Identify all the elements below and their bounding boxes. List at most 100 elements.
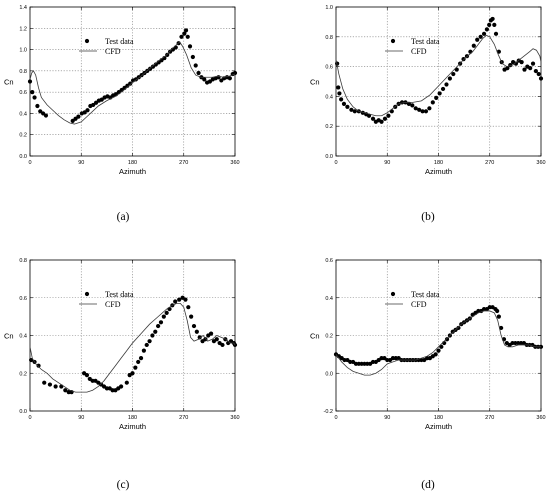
panel-caption: (a) bbox=[117, 211, 130, 223]
data-point-test bbox=[337, 91, 342, 96]
legend-swatch-marker bbox=[84, 38, 90, 44]
data-point-test bbox=[32, 95, 37, 100]
data-point-test bbox=[194, 329, 199, 334]
legend-swatch-marker bbox=[84, 291, 90, 297]
data-point-test bbox=[481, 31, 487, 36]
data-point-test bbox=[182, 31, 187, 36]
legend-label: CFD bbox=[411, 47, 427, 56]
data-point-test bbox=[386, 113, 391, 118]
data-point-test bbox=[478, 34, 483, 39]
series-line-cfd bbox=[29, 41, 236, 125]
y-tick-label: 0.6 bbox=[19, 296, 27, 302]
data-point-test bbox=[193, 63, 198, 68]
x-tick-label: 0 bbox=[28, 415, 31, 421]
data-point-test bbox=[413, 106, 418, 111]
data-point-test bbox=[153, 329, 158, 334]
data-point-test bbox=[196, 70, 201, 76]
legend-label: Test data bbox=[411, 37, 440, 46]
data-point-test bbox=[536, 71, 541, 77]
y-tick-label: 0.0 bbox=[325, 154, 333, 160]
data-point-test bbox=[444, 82, 449, 87]
series-line-cfd bbox=[335, 34, 542, 117]
x-axis-label: Azimuth bbox=[119, 167, 146, 176]
data-point-test bbox=[490, 16, 495, 22]
legend-label: Test data bbox=[105, 290, 134, 299]
chart-panel-3: 0 90 180 270 360 0.0 0.2 0.4 0.6 0.8 Azimuth Cn Test… bbox=[4, 258, 240, 491]
data-point-test bbox=[165, 52, 170, 57]
data-point-test bbox=[197, 335, 202, 340]
data-point-test bbox=[487, 22, 492, 27]
y-tick-label: 0.4 bbox=[325, 94, 333, 100]
data-point-test bbox=[164, 310, 169, 315]
data-point-test bbox=[208, 331, 214, 336]
data-point-test bbox=[183, 28, 189, 33]
data-point-test bbox=[76, 114, 81, 119]
data-point-test bbox=[420, 109, 425, 114]
data-point-test bbox=[505, 65, 510, 71]
data-point-test bbox=[84, 373, 90, 378]
y-tick-label: 0.2 bbox=[19, 133, 27, 139]
legend-label: Test data bbox=[105, 37, 134, 46]
data-point-test bbox=[447, 76, 452, 81]
data-point-test bbox=[417, 107, 422, 112]
data-point-test bbox=[430, 100, 435, 105]
y-axis-label: Cn bbox=[4, 332, 14, 341]
x-tick-label: 90 bbox=[384, 160, 390, 166]
data-point-test bbox=[227, 76, 232, 81]
y-tick-label: 0.0 bbox=[19, 154, 27, 160]
data-point-test bbox=[220, 342, 225, 348]
x-tick-label: 90 bbox=[78, 160, 84, 166]
chart-panel-2: 0 90 180 270 360 0.0 0.2 0.4 0.6 0.8 1.0 Azimuth Cn T… bbox=[310, 5, 546, 223]
x-tick-label: 90 bbox=[78, 415, 84, 421]
x-tick-label: 360 bbox=[230, 415, 239, 421]
data-point-test bbox=[43, 113, 49, 118]
x-tick-label: 0 bbox=[334, 415, 337, 421]
data-point-test bbox=[336, 85, 341, 90]
data-point-test bbox=[186, 305, 191, 310]
data-point-test bbox=[133, 365, 138, 370]
data-point-test bbox=[444, 337, 450, 342]
data-point-test bbox=[203, 337, 208, 342]
y-tick-label: 0.6 bbox=[325, 65, 333, 71]
x-tick-label: 360 bbox=[230, 160, 239, 166]
data-point-test bbox=[177, 297, 182, 302]
x-axis-label: Azimuth bbox=[425, 167, 452, 176]
y-tick-label: 1.4 bbox=[19, 5, 27, 11]
data-point-test bbox=[499, 325, 504, 331]
legend-swatch-marker bbox=[390, 38, 396, 44]
x-tick-label: 180 bbox=[128, 160, 137, 166]
data-point-test bbox=[471, 43, 476, 48]
x-tick-label: 0 bbox=[28, 160, 31, 166]
x-tick-label: 270 bbox=[179, 415, 188, 421]
x-tick-label: 270 bbox=[485, 415, 494, 421]
data-point-test bbox=[439, 344, 444, 349]
data-point-test bbox=[156, 323, 161, 329]
data-point-test bbox=[30, 90, 35, 95]
data-point-test bbox=[147, 339, 152, 344]
data-point-test bbox=[370, 116, 376, 121]
y-tick-label: 0.8 bbox=[19, 69, 27, 75]
data-point-test bbox=[27, 79, 33, 84]
data-point-test bbox=[495, 308, 500, 314]
data-point-test bbox=[513, 61, 519, 66]
data-point-test bbox=[183, 297, 188, 302]
y-tick-label: 0.8 bbox=[325, 35, 333, 41]
data-point-test bbox=[216, 75, 221, 80]
y-tick-label: 1.0 bbox=[19, 48, 27, 54]
x-tick-label: 270 bbox=[485, 160, 494, 166]
data-point-test bbox=[345, 104, 350, 109]
series-line-cfd bbox=[335, 310, 541, 376]
data-point-test bbox=[144, 342, 149, 348]
data-point-test bbox=[179, 34, 184, 39]
y-axis-label: Cn bbox=[310, 332, 320, 341]
x-axis-label: Azimuth bbox=[425, 422, 452, 431]
data-point-test bbox=[187, 44, 193, 49]
data-point-test bbox=[492, 22, 497, 27]
legend-label: Test data bbox=[411, 290, 440, 299]
y-tick-label: 0.2 bbox=[325, 124, 333, 130]
data-point-test bbox=[484, 27, 490, 32]
legend-label: CFD bbox=[105, 47, 121, 56]
